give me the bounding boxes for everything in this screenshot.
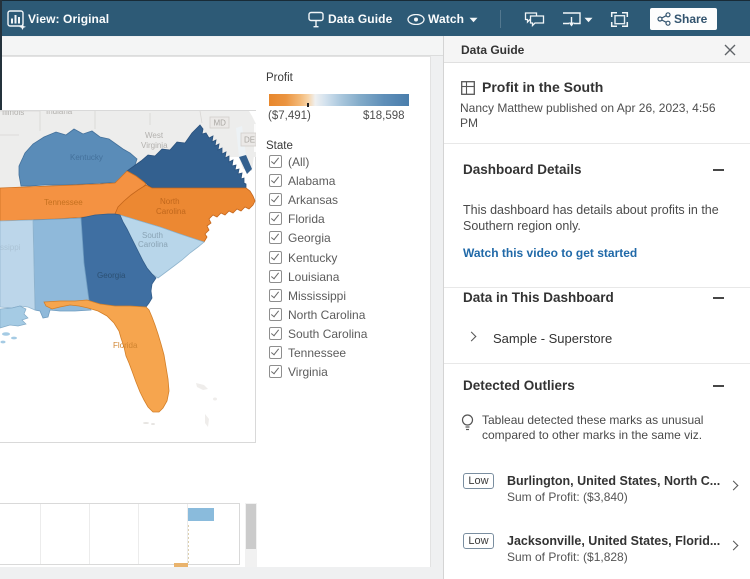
svg-text:DE: DE (244, 136, 255, 145)
svg-text:Florida: Florida (113, 341, 138, 350)
svg-text:Kentucky: Kentucky (70, 153, 103, 162)
svg-text:Indiana: Indiana (46, 111, 73, 116)
svg-text:South: South (142, 231, 163, 240)
svg-text:North: North (160, 197, 180, 206)
svg-text:Georgia: Georgia (97, 271, 126, 280)
svg-text:Virginia: Virginia (141, 141, 168, 150)
svg-text:Carolina: Carolina (156, 207, 186, 216)
svg-text:Illinois: Illinois (2, 111, 24, 117)
svg-text:ssippi: ssippi (0, 243, 21, 252)
svg-text:West: West (145, 131, 164, 140)
svg-text:Carolina: Carolina (138, 240, 168, 249)
svg-text:Tennessee: Tennessee (44, 198, 83, 207)
svg-text:MD: MD (214, 119, 227, 128)
